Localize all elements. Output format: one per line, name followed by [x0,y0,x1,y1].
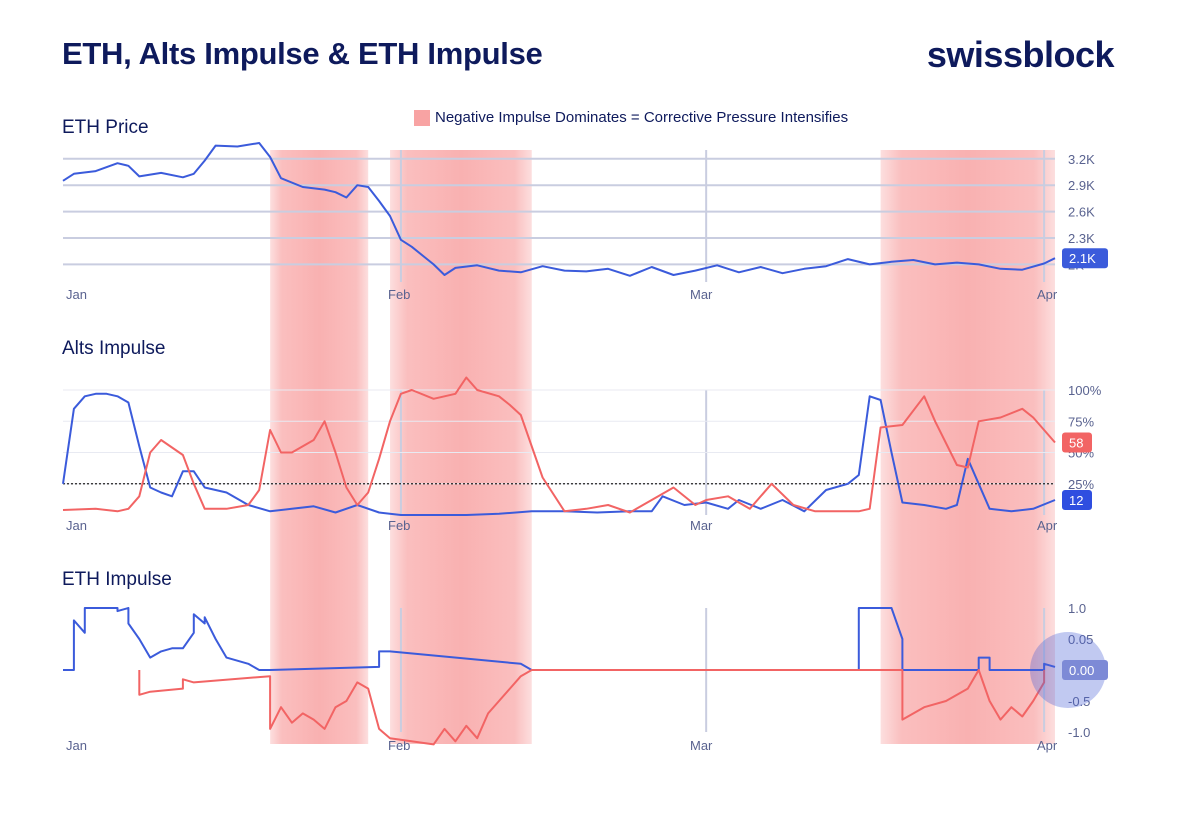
series-line-0 [63,607,1056,671]
chart-title: ETH, Alts Impulse & ETH Impulse [62,36,543,71]
y-tick-label: 3.2K [1068,152,1095,167]
current-price-badge: 2.1K [1069,251,1096,266]
current-price-badge-bg [1062,248,1108,269]
x-tick-label: Mar [690,518,713,533]
y-tick-label: 2.9K [1068,178,1095,193]
y-tick-label: 2.3K [1068,231,1095,246]
legend: Negative Impulse Dominates = Corrective … [414,109,848,126]
corrective-band-0 [270,150,369,744]
panel-0: 3.2K2.9K2.6K2.3K2KJanFebMarApr2.1K [62,142,1108,302]
x-tick-label: Feb [388,518,410,533]
x-tick-label: Feb [388,738,410,753]
alts-negative-badge-bg [1062,432,1092,453]
x-tick-label: Jan [66,518,87,533]
corrective-band-2 [880,150,1055,744]
series-line-1 [62,376,1056,514]
x-tick-label: Apr [1037,738,1058,753]
alts-positive-badge: 12 [1069,493,1083,508]
x-tick-label: Feb [388,287,410,302]
series-line-0 [62,142,1056,277]
alts-positive-badge-bg [1062,490,1092,510]
alts-negative-badge: 58 [1069,436,1083,451]
legend-swatch [414,109,430,126]
y-tick-label: 0.05 [1068,632,1093,647]
y-tick-label: -1.0 [1068,725,1090,740]
x-tick-label: Mar [690,287,713,302]
panel-title-eth-price: ETH Price [62,117,149,138]
legend-label: Negative Impulse Dominates = Corrective … [435,109,849,126]
panel-title-alts-impulse: Alts Impulse [62,338,166,359]
y-tick-label: 2.6K [1068,205,1095,220]
y-tick-label: -0.5 [1068,694,1090,709]
y-tick-label: 25% [1068,477,1094,492]
x-tick-label: Mar [690,738,713,753]
corrective-band-1 [390,150,532,744]
series-line-1 [138,669,1046,746]
y-tick-label: 1.0 [1068,601,1086,616]
panel-title-eth-impulse: ETH Impulse [62,569,172,590]
x-tick-label: Jan [66,287,87,302]
eth-impulse-badge: 0.00 [1069,663,1094,678]
x-tick-label: Apr [1037,287,1058,302]
y-tick-label: 100% [1068,383,1102,398]
brand-logo: swissblock [926,34,1115,75]
y-tick-label: 75% [1068,414,1094,429]
x-tick-label: Jan [66,738,87,753]
x-tick-label: Apr [1037,518,1058,533]
eth-impulse-badge-bg [1062,660,1108,680]
